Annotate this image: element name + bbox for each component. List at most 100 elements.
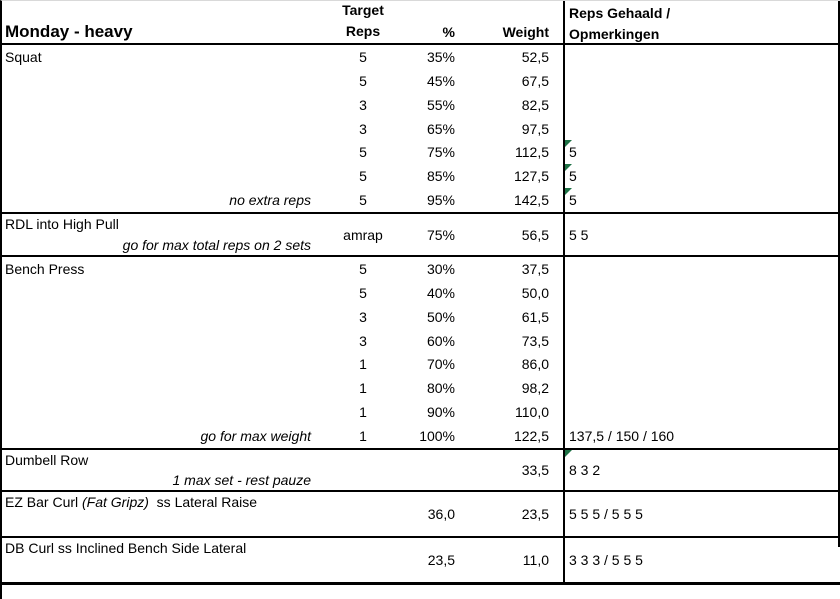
remark-cell[interactable] — [563, 68, 840, 93]
percent-value: 50% — [426, 308, 455, 325]
remark-cell[interactable]: 5 — [563, 164, 840, 189]
weight-cell[interactable]: 50,0 — [463, 281, 563, 305]
remark-cell[interactable]: 8 3 2 — [563, 450, 840, 490]
exercise-name-cell[interactable]: go for max weight — [2, 424, 333, 448]
weight-cell[interactable]: 61,5 — [463, 305, 563, 329]
exercise-name-cell[interactable]: EZ Bar Curl (Fat Gripz) ss Lateral Raise — [2, 494, 257, 510]
remark-cell[interactable]: 137,5 / 150 / 160 — [563, 424, 840, 448]
remark-text: 137,5 / 150 / 160 — [569, 428, 675, 445]
exercise-name-cell[interactable]: Bench Press — [2, 257, 333, 281]
weight-cell[interactable]: 127,5 — [463, 164, 563, 188]
weight-cell[interactable]: 82,5 — [463, 93, 563, 117]
remark-cell[interactable]: 5 — [563, 188, 840, 213]
target-reps-cell[interactable]: 3 — [333, 305, 393, 329]
remark-cell[interactable] — [563, 376, 840, 401]
remark-cell[interactable] — [563, 257, 840, 281]
exercise-name-cell[interactable] — [2, 376, 333, 400]
percent-cell[interactable]: 30% — [393, 257, 463, 281]
exercise-name: DB Curl ss Inclined Bench Side Lateral — [5, 540, 247, 556]
weight-cell[interactable]: 86,0 — [463, 353, 563, 377]
exercise-name-cell[interactable] — [2, 329, 333, 353]
remark-cell[interactable] — [563, 400, 840, 425]
percent-cell[interactable]: 65% — [393, 117, 463, 141]
remark-cell[interactable] — [563, 352, 840, 377]
target-reps-cell[interactable]: 5 — [333, 188, 393, 212]
exercise-name-cell[interactable] — [2, 164, 333, 188]
exercise-name-cell[interactable] — [2, 400, 333, 424]
weight-cell[interactable]: 33,5 — [463, 462, 563, 478]
target-reps-cell[interactable]: 3 — [333, 117, 393, 141]
percent-cell[interactable]: 90% — [393, 400, 463, 424]
remark-cell[interactable] — [563, 328, 840, 353]
percent-cell[interactable]: 100% — [393, 424, 463, 448]
percent-cell[interactable]: 80% — [393, 376, 463, 400]
target-reps-cell[interactable]: 5 — [333, 164, 393, 188]
remark-cell[interactable]: 3 3 3 / 5 5 5 — [563, 538, 840, 582]
remark-cell[interactable] — [563, 92, 840, 117]
target-reps-cell[interactable]: 1 — [333, 353, 393, 377]
weight-cell[interactable]: 122,5 — [463, 424, 563, 448]
percent-cell[interactable]: 55% — [393, 93, 463, 117]
percent-cell[interactable]: 95% — [393, 188, 463, 212]
target-reps-cell[interactable]: 1 — [333, 424, 393, 448]
remark-cell[interactable] — [563, 280, 840, 305]
percent-cell[interactable]: 70% — [393, 353, 463, 377]
target-reps-cell[interactable]: 3 — [333, 329, 393, 353]
weight-cell[interactable]: 23,5 — [463, 506, 563, 522]
weight-cell[interactable]: 112,5 — [463, 140, 563, 164]
target-reps-cell[interactable]: 5 — [333, 140, 393, 164]
percent-cell[interactable]: 75% — [393, 140, 463, 164]
weight-cell[interactable]: 110,0 — [463, 400, 563, 424]
exercise-name-cell[interactable]: Squat — [2, 45, 333, 69]
target-reps-cell[interactable]: 1 — [333, 376, 393, 400]
target-reps-cell[interactable]: 3 — [333, 93, 393, 117]
remark-cell[interactable] — [563, 304, 840, 329]
exercise-name-cell[interactable]: Dumbell Row — [2, 452, 88, 468]
exercise-name-cell[interactable] — [2, 281, 333, 305]
target-reps-value: 5 — [359, 168, 367, 185]
weight-cell[interactable]: 67,5 — [463, 69, 563, 93]
percent-cell[interactable]: 23,5 — [393, 552, 463, 568]
percent-cell[interactable]: 36,0 — [393, 506, 463, 522]
percent-cell[interactable]: 35% — [393, 45, 463, 69]
weight-cell[interactable]: 73,5 — [463, 329, 563, 353]
exercise-name-cell[interactable] — [2, 140, 333, 164]
exercise-name-cell[interactable] — [2, 93, 333, 117]
remark-cell[interactable]: 5 5 — [563, 214, 840, 255]
set-row: 3 50% 61,5 — [2, 304, 840, 329]
weight-value: 98,2 — [521, 380, 549, 397]
weight-cell[interactable]: 97,5 — [463, 117, 563, 141]
exercise-name-cell[interactable] — [2, 69, 333, 93]
target-reps-cell[interactable]: amrap — [333, 227, 393, 243]
remark-text: 5 5 5 / 5 5 5 — [569, 506, 643, 522]
exercise-name-cell[interactable]: DB Curl ss Inclined Bench Side Lateral — [2, 540, 246, 556]
target-reps-value: 1 — [359, 380, 367, 397]
target-reps-cell[interactable]: 5 — [333, 69, 393, 93]
percent-cell[interactable]: 50% — [393, 305, 463, 329]
percent-cell[interactable]: 60% — [393, 329, 463, 353]
target-reps-cell[interactable]: 1 — [333, 400, 393, 424]
percent-cell[interactable]: 85% — [393, 164, 463, 188]
target-reps-cell[interactable]: 5 — [333, 257, 393, 281]
remark-cell[interactable] — [563, 116, 840, 141]
target-reps-cell[interactable]: 5 — [333, 281, 393, 305]
target-reps-cell[interactable]: 5 — [333, 45, 393, 69]
remark-cell[interactable]: 5 5 5 / 5 5 5 — [563, 492, 840, 536]
percent-cell[interactable]: 75% — [393, 227, 463, 243]
remark-cell[interactable]: 5 — [563, 140, 840, 165]
weight-cell[interactable]: 56,5 — [463, 227, 563, 243]
weight-cell[interactable]: 142,5 — [463, 188, 563, 212]
percent-cell[interactable]: 40% — [393, 281, 463, 305]
weight-cell[interactable]: 11,0 — [463, 552, 563, 568]
exercise-name-cell[interactable] — [2, 117, 333, 141]
exercise-name-cell[interactable]: no extra reps — [2, 188, 333, 212]
remark-cell[interactable] — [563, 45, 840, 69]
exercise-name-cell[interactable] — [2, 305, 333, 329]
exercise-name-cell[interactable]: RDL into High Pull — [2, 216, 119, 232]
weight-cell[interactable]: 98,2 — [463, 376, 563, 400]
weight-cell[interactable]: 52,5 — [463, 45, 563, 69]
weight-cell[interactable]: 37,5 — [463, 257, 563, 281]
set-row: 1 80% 98,2 — [2, 376, 840, 401]
exercise-name-cell[interactable] — [2, 353, 333, 377]
percent-cell[interactable]: 45% — [393, 69, 463, 93]
